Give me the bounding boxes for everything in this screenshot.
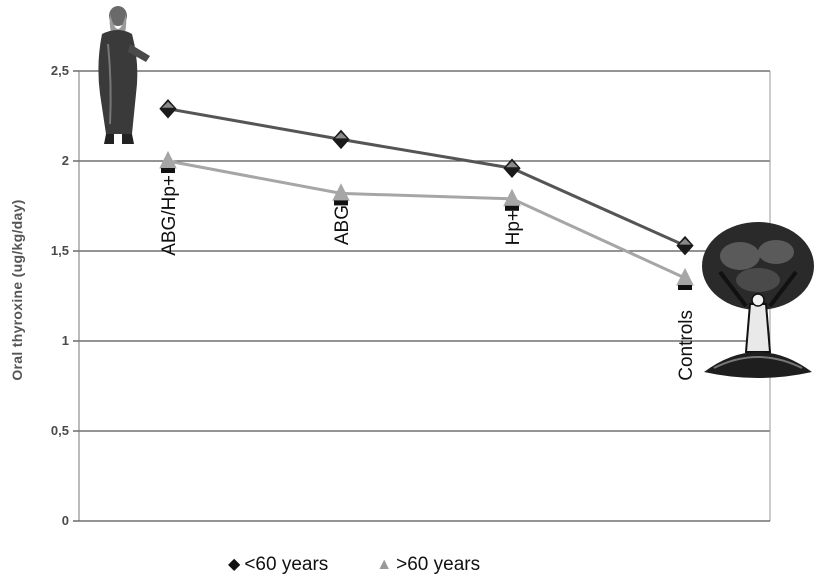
y-tick-label: 0,5 <box>51 423 69 438</box>
grid <box>79 70 770 432</box>
y-tick-label: 2 <box>62 153 69 168</box>
axes <box>73 70 771 522</box>
diamond-icon: ◆ <box>228 556 241 573</box>
y-tick-labels: 0 0,5 1 1,5 2 2,5 <box>51 63 69 528</box>
legend: ◆ <60 years ▲ >60 years <box>228 554 480 576</box>
triangle-marker <box>159 150 177 169</box>
triangle-icon: ▲ <box>376 556 393 573</box>
legend-label: <60 years <box>244 554 329 575</box>
elderly-man-illustration <box>98 6 150 144</box>
marker-highlight <box>506 161 518 168</box>
marker-shadow <box>678 285 692 290</box>
y-tick-label: 1,5 <box>51 243 69 258</box>
y-tick-label: 1 <box>62 333 69 348</box>
data-markers <box>159 99 694 290</box>
tree-man-illustration <box>702 222 814 378</box>
marker-shadow <box>505 205 519 211</box>
marker-shadow <box>161 168 175 173</box>
category-label: ABG/Hp+ <box>159 175 180 256</box>
diamond-marker <box>332 129 350 150</box>
series-line <box>167 159 686 280</box>
series-lines <box>167 107 686 280</box>
legend-label: >60 years <box>396 554 481 575</box>
marker-highlight <box>679 238 691 245</box>
legend-item-over-60: ▲ >60 years <box>376 554 480 576</box>
marker-shadow <box>334 200 348 206</box>
y-tick-label: 2,5 <box>51 63 69 78</box>
marker-highlight <box>162 101 174 108</box>
category-label: Hp+ <box>503 210 524 245</box>
diamond-marker <box>676 235 694 256</box>
series-line <box>167 107 686 247</box>
diamond-marker <box>503 158 521 178</box>
category-labels: ABG/Hp+ ABG Hp+ Controls <box>159 175 697 381</box>
category-label: Controls <box>676 310 697 381</box>
y-tick-label: 0 <box>62 513 69 528</box>
marker-highlight <box>335 132 347 139</box>
y-axis-label: Oral thyroxine (ug/kg/day) <box>9 199 25 380</box>
legend-item-under-60: ◆ <60 years <box>228 554 328 576</box>
diamond-marker <box>159 99 177 119</box>
category-label: ABG <box>332 205 353 245</box>
